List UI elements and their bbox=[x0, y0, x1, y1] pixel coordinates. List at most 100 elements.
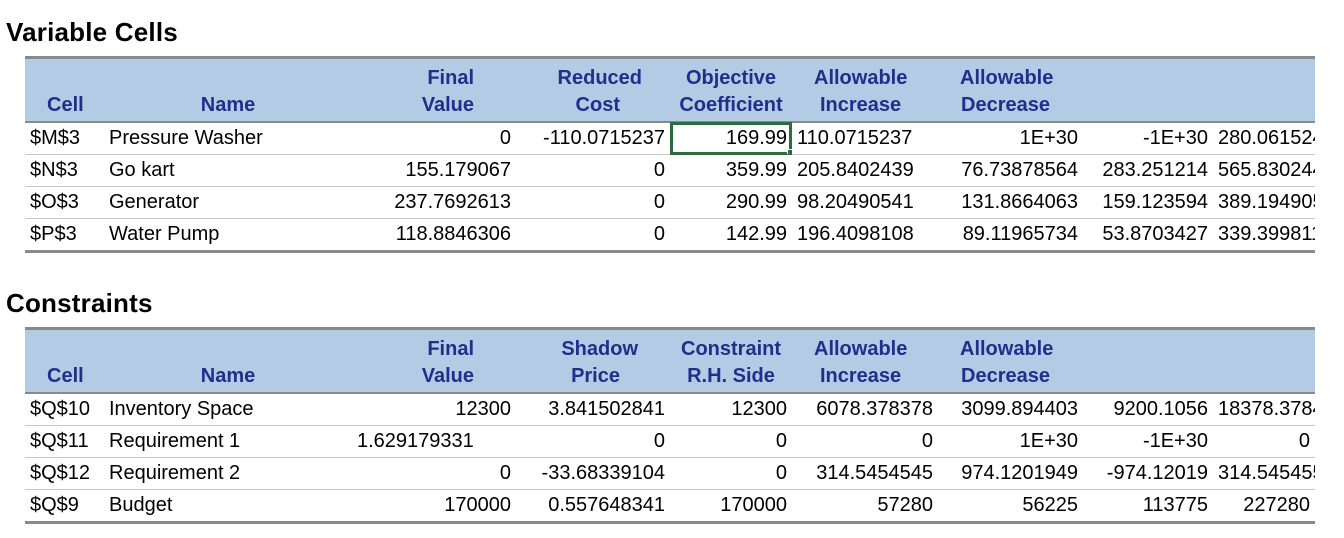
cell-ref[interactable]: $Q$9 bbox=[25, 489, 104, 524]
cell-shadow-price[interactable]: 0.557648341 bbox=[516, 489, 670, 524]
cell-reduced-cost[interactable]: 0 bbox=[516, 186, 670, 219]
cell-ref[interactable]: $O$3 bbox=[25, 186, 104, 219]
column-header-constraint-rh-side[interactable]: R.H. Side bbox=[670, 361, 792, 394]
cell-name[interactable]: Requirement 1 bbox=[104, 425, 352, 458]
cell-name[interactable]: Inventory Space bbox=[104, 393, 352, 426]
cell-objective-coefficient[interactable]: 142.99 bbox=[670, 218, 792, 253]
column-header-allowable-decrease[interactable]: Allowable bbox=[938, 327, 1083, 361]
column-header-final-value[interactable]: Value bbox=[352, 90, 516, 123]
cell-final-value[interactable]: 0 bbox=[352, 457, 516, 490]
column-header-allowable-decrease[interactable]: Decrease bbox=[938, 90, 1083, 123]
cell[interactable]: 159.123594 bbox=[1083, 186, 1213, 219]
cell[interactable]: 113775 bbox=[1083, 489, 1213, 524]
cell-ref[interactable]: $P$3 bbox=[25, 218, 104, 253]
cell-final-value[interactable]: 0 bbox=[352, 122, 516, 155]
cell[interactable]: 18378.3784 bbox=[1213, 393, 1315, 426]
cell-final-value[interactable]: 12300 bbox=[352, 393, 516, 426]
cell-reduced-cost[interactable]: -110.0715237 bbox=[516, 122, 670, 155]
cell[interactable]: 227280 bbox=[1213, 489, 1315, 524]
cell-allowable-decrease[interactable]: 76.73878564 bbox=[938, 154, 1083, 187]
cell[interactable]: 53.8703427 bbox=[1083, 218, 1213, 253]
column-header-allowable-decrease[interactable]: Decrease bbox=[938, 361, 1083, 394]
cell[interactable]: 280.061524 bbox=[1213, 122, 1315, 155]
column-header-reduced-cost[interactable]: Reduced bbox=[516, 56, 670, 90]
column-header-cell[interactable]: Cell bbox=[25, 361, 104, 394]
cell-constraint-rh-side[interactable]: 12300 bbox=[670, 393, 792, 426]
cell-ref[interactable]: $M$3 bbox=[25, 122, 104, 155]
cell[interactable]: -1E+30 bbox=[1083, 425, 1213, 458]
column-header[interactable] bbox=[1083, 361, 1213, 394]
cell-allowable-increase[interactable]: 98.20490541 bbox=[792, 186, 938, 219]
cell-allowable-decrease[interactable]: 3099.894403 bbox=[938, 393, 1083, 426]
cell-name[interactable]: Water Pump bbox=[104, 218, 352, 253]
column-header-allowable-increase[interactable]: Increase bbox=[792, 90, 938, 123]
column-header[interactable] bbox=[104, 56, 352, 90]
column-header-final-value[interactable]: Final bbox=[352, 56, 516, 90]
cell-reduced-cost[interactable]: 0 bbox=[516, 218, 670, 253]
cell-constraint-rh-side[interactable]: 170000 bbox=[670, 489, 792, 524]
cell-name[interactable]: Go kart bbox=[104, 154, 352, 187]
cell-final-value[interactable]: 1.629179331 bbox=[352, 425, 516, 458]
cell-ref[interactable]: $N$3 bbox=[25, 154, 104, 187]
column-header-shadow-price[interactable]: Price bbox=[516, 361, 670, 394]
column-header-objective-coefficient[interactable]: Objective bbox=[670, 56, 792, 90]
column-header-allowable-decrease[interactable]: Allowable bbox=[938, 56, 1083, 90]
cell[interactable]: 0 bbox=[1213, 425, 1315, 458]
cell-objective-coefficient[interactable]: 290.99 bbox=[670, 186, 792, 219]
cell[interactable]: 339.399811 bbox=[1213, 218, 1315, 253]
cell-allowable-decrease[interactable]: 89.11965734 bbox=[938, 218, 1083, 253]
selected-cell-objective-coefficient[interactable]: 169.99 bbox=[670, 122, 792, 155]
cell-ref[interactable]: $Q$11 bbox=[25, 425, 104, 458]
cell-ref[interactable]: $Q$12 bbox=[25, 457, 104, 490]
column-header[interactable] bbox=[25, 327, 104, 361]
cell[interactable]: 389.194905 bbox=[1213, 186, 1315, 219]
fill-handle[interactable] bbox=[787, 149, 792, 154]
cell-shadow-price[interactable]: 3.841502841 bbox=[516, 393, 670, 426]
column-header-final-value[interactable]: Final bbox=[352, 327, 516, 361]
cell-allowable-increase[interactable]: 110.0715237 bbox=[792, 122, 938, 155]
cell-final-value[interactable]: 155.179067 bbox=[352, 154, 516, 187]
column-header[interactable] bbox=[1083, 56, 1213, 90]
cell-allowable-increase[interactable]: 196.4098108 bbox=[792, 218, 938, 253]
cell[interactable]: 565.830244 bbox=[1213, 154, 1315, 187]
column-header-allowable-increase[interactable]: Allowable bbox=[792, 327, 938, 361]
cell-allowable-increase[interactable]: 314.5454545 bbox=[792, 457, 938, 490]
column-header-shadow-price[interactable]: Shadow bbox=[516, 327, 670, 361]
cell-allowable-decrease[interactable]: 1E+30 bbox=[938, 425, 1083, 458]
cell[interactable]: 9200.1056 bbox=[1083, 393, 1213, 426]
cell-final-value[interactable]: 170000 bbox=[352, 489, 516, 524]
cell[interactable]: -974.12019 bbox=[1083, 457, 1213, 490]
column-header-name[interactable]: Name bbox=[104, 361, 352, 394]
column-header[interactable] bbox=[1213, 327, 1315, 361]
cell-final-value[interactable]: 237.7692613 bbox=[352, 186, 516, 219]
column-header-reduced-cost[interactable]: Cost bbox=[516, 90, 670, 123]
column-header[interactable] bbox=[1083, 90, 1213, 123]
cell-name[interactable]: Generator bbox=[104, 186, 352, 219]
cell-constraint-rh-side[interactable]: 0 bbox=[670, 457, 792, 490]
cell-constraint-rh-side[interactable]: 0 bbox=[670, 425, 792, 458]
column-header-final-value[interactable]: Value bbox=[352, 361, 516, 394]
cell-final-value[interactable]: 118.8846306 bbox=[352, 218, 516, 253]
column-header[interactable] bbox=[25, 56, 104, 90]
cell-allowable-decrease[interactable]: 974.1201949 bbox=[938, 457, 1083, 490]
column-header-constraint-rh-side[interactable]: Constraint bbox=[670, 327, 792, 361]
cell-ref[interactable]: $Q$10 bbox=[25, 393, 104, 426]
cell-allowable-increase[interactable]: 205.8402439 bbox=[792, 154, 938, 187]
column-header-name[interactable]: Name bbox=[104, 90, 352, 123]
cell[interactable]: 283.251214 bbox=[1083, 154, 1213, 187]
column-header-cell[interactable]: Cell bbox=[25, 90, 104, 123]
cell-shadow-price[interactable]: -33.68339104 bbox=[516, 457, 670, 490]
cell-allowable-decrease[interactable]: 131.8664063 bbox=[938, 186, 1083, 219]
cell-allowable-increase[interactable]: 57280 bbox=[792, 489, 938, 524]
cell-reduced-cost[interactable]: 0 bbox=[516, 154, 670, 187]
cell-allowable-increase[interactable]: 0 bbox=[792, 425, 938, 458]
column-header[interactable] bbox=[104, 327, 352, 361]
cell-shadow-price[interactable]: 0 bbox=[516, 425, 670, 458]
column-header-allowable-increase[interactable]: Allowable bbox=[792, 56, 938, 90]
column-header[interactable] bbox=[1213, 56, 1315, 90]
cell-allowable-increase[interactable]: 6078.378378 bbox=[792, 393, 938, 426]
cell-objective-coefficient[interactable]: 359.99 bbox=[670, 154, 792, 187]
column-header-objective-coefficient[interactable]: Coefficient bbox=[670, 90, 792, 123]
cell-allowable-decrease[interactable]: 56225 bbox=[938, 489, 1083, 524]
cell[interactable]: -1E+30 bbox=[1083, 122, 1213, 155]
